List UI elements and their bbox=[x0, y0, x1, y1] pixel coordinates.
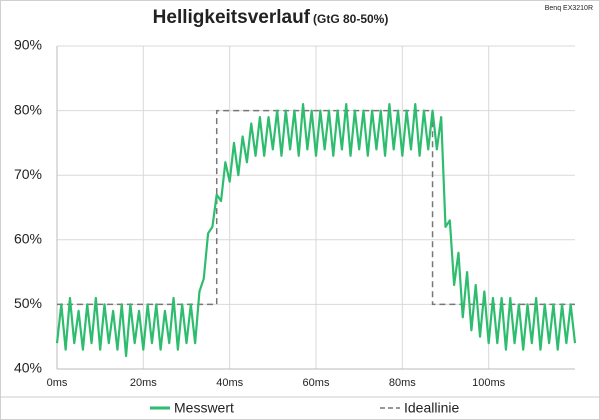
legend-label: Messwert bbox=[174, 400, 234, 416]
chart-subtitle: (GtG 80-50%) bbox=[313, 12, 388, 26]
x-tick-label: 80ms bbox=[389, 377, 416, 389]
chart-title: Helligkeitsverlauf bbox=[153, 7, 311, 28]
x-tick-label: 20ms bbox=[130, 377, 157, 389]
legend-label: Ideallinie bbox=[404, 400, 459, 416]
y-tick-label: 80% bbox=[14, 101, 42, 117]
x-tick-label: 40ms bbox=[216, 377, 243, 389]
y-tick-label: 40% bbox=[14, 360, 42, 376]
y-tick-label: 90% bbox=[14, 37, 42, 53]
x-tick-label: 60ms bbox=[303, 377, 330, 389]
y-tick-label: 60% bbox=[14, 231, 42, 247]
annotation: Benq EX3210R bbox=[545, 5, 593, 12]
x-tick-label: 0ms bbox=[47, 377, 68, 389]
y-tick-label: 70% bbox=[14, 166, 42, 182]
y-tick-label: 50% bbox=[14, 295, 42, 311]
series-line bbox=[55, 103, 577, 358]
x-tick-label: 100ms bbox=[472, 377, 506, 389]
